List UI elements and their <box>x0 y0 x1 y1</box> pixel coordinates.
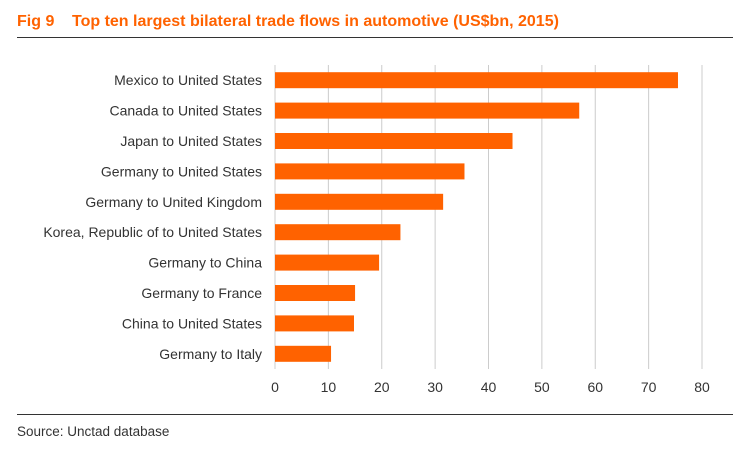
category-labels: Mexico to United States Canada to United … <box>43 72 262 362</box>
x-tick-label-2: 20 <box>374 379 390 395</box>
x-tick-label-4: 40 <box>481 379 497 395</box>
x-tick-label-0: 0 <box>271 379 279 395</box>
x-tick-label-8: 80 <box>694 379 710 395</box>
bar-1 <box>275 102 580 119</box>
bar-9 <box>275 345 332 362</box>
category-label-4: Germany to United Kingdom <box>85 194 262 210</box>
bar-8 <box>275 315 354 332</box>
bar-7 <box>275 285 356 301</box>
category-label-8: China to United States <box>122 315 262 331</box>
category-label-1: Canada to United States <box>109 103 262 119</box>
chart-title: Top ten largest bilateral trade flows in… <box>72 13 559 30</box>
bar-5 <box>275 224 401 241</box>
category-label-3: Germany to United States <box>101 163 262 179</box>
bar-6 <box>275 254 380 271</box>
category-label-7: Germany to France <box>141 285 262 301</box>
top-rule <box>17 37 733 38</box>
category-label-9: Germany to Italy <box>159 346 262 362</box>
x-tick-label-5: 50 <box>534 379 550 395</box>
x-tick-label-6: 60 <box>587 379 603 395</box>
x-tick-label-3: 30 <box>427 379 443 395</box>
bottom-rule <box>17 414 733 415</box>
bar-2 <box>275 133 513 149</box>
bar-3 <box>275 163 465 180</box>
bars <box>275 72 678 362</box>
x-tick-label-7: 70 <box>641 379 657 395</box>
chart-header: Fig 9 Top ten largest bilateral trade fl… <box>17 9 733 39</box>
x-tick-label-1: 10 <box>321 379 337 395</box>
category-label-0: Mexico to United States <box>114 72 262 88</box>
category-label-5: Korea, Republic of to United States <box>43 224 262 240</box>
bar-0 <box>275 72 678 89</box>
category-label-2: Japan to United States <box>120 133 262 149</box>
figure-number: Fig 9 <box>17 13 55 30</box>
category-label-6: Germany to China <box>148 255 262 271</box>
bar-4 <box>275 193 444 210</box>
source-note: Source: Unctad database <box>17 424 170 439</box>
x-tick-labels: 0 10 20 30 40 50 60 70 80 <box>271 379 710 395</box>
